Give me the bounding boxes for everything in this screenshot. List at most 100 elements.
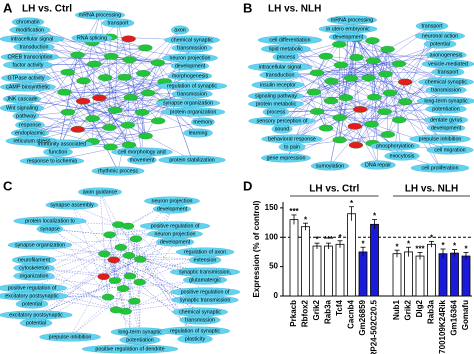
- panel-title: LH vs. Ctrl: [22, 4, 72, 15]
- network-edge: [27, 86, 128, 126]
- network-edge: [99, 191, 119, 225]
- term-label: glutamatergic: [189, 277, 221, 283]
- gene-node: [76, 77, 91, 85]
- gene-node: [367, 93, 382, 101]
- bar: [427, 243, 436, 297]
- term-node: [425, 50, 467, 60]
- term-node: [257, 35, 323, 45]
- term-label: transmission: [431, 87, 461, 93]
- bar: [392, 253, 402, 297]
- network-edge: [31, 295, 126, 312]
- network-edge: [107, 224, 119, 298]
- network-edge: [69, 288, 124, 338]
- significance-label: *: [373, 212, 377, 221]
- term-label: in utero embryonic: [326, 26, 370, 32]
- term-node: [119, 335, 161, 345]
- bar: [461, 255, 471, 297]
- network-edge: [31, 295, 108, 298]
- gene-node: [86, 60, 102, 68]
- term-label: phosphorylation: [376, 143, 413, 149]
- y-tick-label: 50: [269, 262, 278, 271]
- term-node: [12, 111, 40, 121]
- x-tick-label: Nub1: [392, 299, 401, 320]
- network-edge: [289, 39, 356, 127]
- term-label: development: [157, 206, 188, 212]
- gene-node: [380, 131, 396, 138]
- network-edge: [135, 238, 141, 341]
- network-edge: [77, 129, 130, 146]
- term-label: cell proliferation: [421, 165, 458, 171]
- term-label: development: [175, 63, 206, 69]
- term-node: [415, 21, 449, 31]
- gene-node: [150, 117, 166, 125]
- term-label: response to ischemia: [27, 158, 77, 164]
- gene-node: [138, 132, 153, 140]
- network-edge: [83, 56, 112, 81]
- term-label: chemical synaptic: [425, 79, 467, 85]
- term-node: [423, 39, 457, 49]
- gene-node: [121, 222, 135, 230]
- nodes-layer: [0, 10, 474, 354]
- network-edge: [115, 247, 122, 310]
- y-axis-label: Expression (% of control): [252, 200, 261, 297]
- term-node: [179, 315, 221, 325]
- term-label: learning: [189, 130, 208, 136]
- gene-node: [97, 273, 110, 281]
- term-node: [261, 153, 311, 163]
- term-label: transmission: [177, 45, 207, 51]
- term-label: regulation of synaptic: [167, 83, 217, 89]
- gene-node: [380, 45, 395, 53]
- term-label: organization: [20, 273, 49, 279]
- network-edge: [104, 77, 146, 137]
- term-label: protein stabilization: [169, 157, 214, 163]
- term-node: [310, 161, 350, 171]
- network-edge: [130, 97, 199, 134]
- term-node: [15, 299, 49, 309]
- network-edge: [27, 59, 130, 88]
- term-node: [43, 147, 73, 157]
- term-label: chromatin: [16, 19, 39, 25]
- network-edge: [129, 251, 206, 256]
- network-edge: [285, 48, 352, 79]
- term-node: [171, 43, 213, 53]
- term-label: memory: [193, 119, 212, 125]
- network-edge: [164, 101, 199, 134]
- network-edge: [371, 49, 388, 125]
- network-edge: [127, 59, 130, 126]
- term-label: development: [431, 125, 462, 131]
- network-edge: [399, 89, 447, 121]
- term-label: endoplasmic: [15, 130, 45, 136]
- network-edge: [103, 200, 173, 277]
- term-node: [39, 332, 101, 342]
- network-edge: [345, 97, 400, 121]
- term-label: positive regulation of dendrite: [95, 346, 164, 352]
- term-label: synaptic transmission: [180, 297, 231, 303]
- term-label: plasticity: [185, 336, 206, 342]
- term-label: function: [49, 149, 68, 155]
- significance-label: *: [338, 233, 342, 242]
- network-edge: [82, 101, 119, 172]
- term-label: rhythmic process: [98, 168, 138, 174]
- network-edge: [339, 44, 449, 65]
- term-node: [75, 10, 125, 20]
- term-label: positive regulation of: [8, 285, 57, 291]
- x-tick-label: Dlg2: [415, 299, 424, 317]
- term-node: [170, 61, 210, 71]
- network-edge: [21, 98, 159, 122]
- x-tick-label: Gm26859: [358, 299, 367, 335]
- term-node: [425, 85, 467, 95]
- term-label: potential: [26, 320, 46, 326]
- term-label: chemical synaptic: [171, 37, 213, 43]
- gene-node: [122, 252, 136, 259]
- gene-node: [92, 94, 107, 102]
- term-node: [177, 334, 213, 344]
- network-edge: [103, 276, 116, 281]
- gene-node: [134, 255, 147, 263]
- term-node: [171, 295, 239, 305]
- network-edge: [33, 46, 158, 63]
- network-edge: [128, 255, 140, 283]
- term-label: neuron projection: [152, 198, 193, 204]
- term-node: [160, 107, 226, 117]
- term-label: chemical synaptic: [179, 309, 221, 315]
